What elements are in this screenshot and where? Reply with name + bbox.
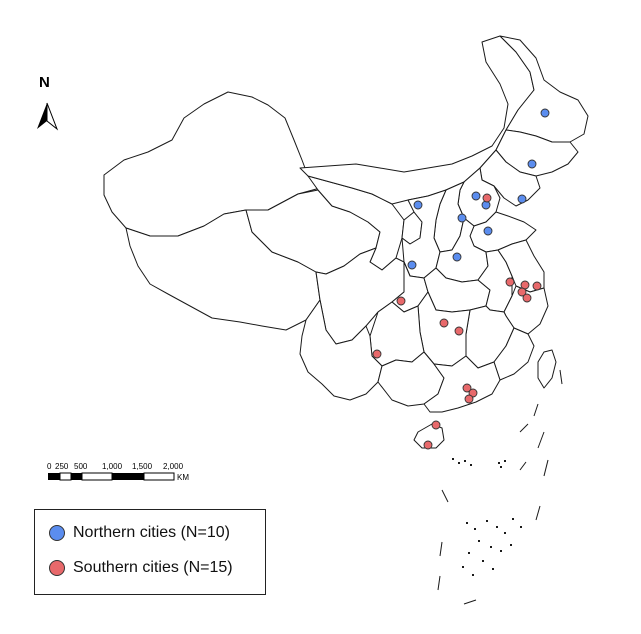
southern-city-marker — [372, 349, 382, 359]
northern-city-marker — [527, 159, 537, 169]
northern-city-marker — [540, 108, 550, 118]
northern-city-marker — [471, 191, 481, 201]
southern-city-marker — [464, 394, 474, 404]
legend-label-southern: Southern cities (N=15) — [73, 559, 233, 576]
southern-city-marker — [468, 388, 478, 398]
northern-city-marker — [413, 200, 423, 210]
southern-city-marker — [505, 277, 515, 287]
scale-bar: 0 250 500 1,000 1,500 2,000 KM — [47, 462, 189, 482]
southern-city-marker — [423, 440, 433, 450]
northern-city-marker — [457, 213, 467, 223]
southern-city-marker — [532, 281, 542, 291]
northern-city-marker — [452, 252, 462, 262]
southern-city-marker — [396, 296, 406, 306]
city-markers — [372, 108, 550, 450]
northern-marker-swatch — [49, 525, 65, 541]
province-anhui — [477, 249, 513, 313]
northern-city-marker — [407, 260, 417, 270]
scale-tick-1000: 1,000 — [102, 462, 123, 471]
north-arrow-icon — [37, 102, 59, 131]
scale-tick-2000: 2,000 — [163, 462, 184, 471]
southern-city-marker — [454, 326, 464, 336]
northern-city-marker — [483, 226, 493, 236]
province-fujian — [493, 327, 535, 381]
south-china-sea-inset — [437, 369, 563, 605]
southern-city-marker — [462, 383, 472, 393]
province-taiwan — [537, 349, 557, 389]
northern-city-marker — [517, 194, 527, 204]
scale-tick-500: 500 — [74, 462, 88, 471]
scale-tick-250: 250 — [55, 462, 69, 471]
southern-city-marker — [522, 293, 532, 303]
legend: Northern cities (N=10) Southern cities (… — [34, 509, 266, 595]
southern-city-marker — [482, 193, 492, 203]
scale-tick-1500: 1,500 — [132, 462, 153, 471]
scale-unit: KM — [177, 473, 189, 482]
southern-city-marker — [431, 420, 441, 430]
legend-label-northern: Northern cities (N=10) — [73, 524, 230, 541]
southern-marker-swatch — [49, 560, 65, 576]
legend-item-southern: Southern cities (N=15) — [49, 559, 233, 577]
north-label: N — [39, 74, 50, 91]
legend-item-northern: Northern cities (N=10) — [49, 524, 230, 542]
province-guangdong — [423, 355, 501, 413]
scale-tick-0: 0 — [47, 462, 52, 471]
southern-city-marker — [517, 287, 527, 297]
southern-city-marker — [439, 318, 449, 328]
